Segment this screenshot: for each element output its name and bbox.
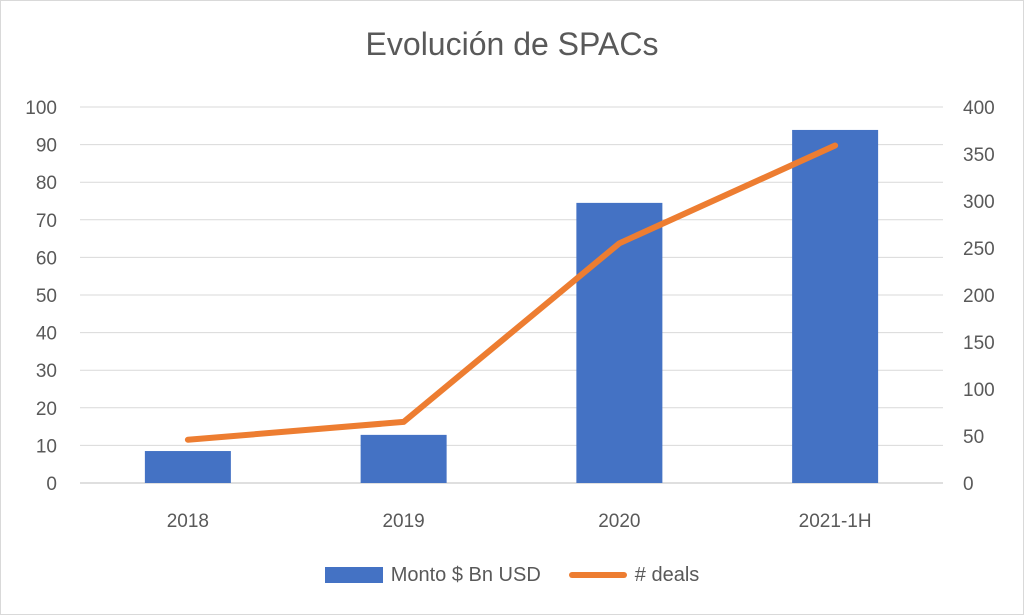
y-right-tick-label: 250	[963, 239, 995, 260]
bar	[792, 129, 879, 483]
y-right-tick-label: 300	[963, 192, 995, 213]
y-left-tick-label: 40	[36, 324, 57, 345]
legend-item-deals: # deals	[568, 563, 700, 587]
x-tick-label: 2018	[167, 511, 209, 532]
legend-swatch-line	[568, 572, 627, 578]
x-tick-label: 2019	[382, 511, 424, 532]
line-series-deals	[184, 142, 839, 443]
y-left-tick-label: 60	[36, 248, 57, 269]
y-right-tick-label: 400	[963, 98, 995, 119]
y-right-tick-label: 150	[963, 333, 995, 354]
y-left-tick-label: 70	[36, 211, 57, 232]
y-left-tick-label: 20	[36, 399, 57, 420]
y-left-tick-label: 50	[36, 286, 57, 307]
legend-item-monto: Monto $ Bn USD	[324, 563, 541, 587]
y-left-tick-label: 0	[46, 474, 57, 495]
y-right-tick-label: 100	[963, 380, 995, 401]
legend-label-monto: Monto $ Bn USD	[390, 563, 541, 586]
y-right-tick-label: 0	[963, 474, 974, 495]
y-right-tick-label: 350	[963, 145, 995, 166]
chart-title: Evolución de SPACs	[365, 26, 659, 62]
bar	[144, 451, 231, 483]
bar	[576, 202, 663, 483]
x-tick-label: 2020	[598, 511, 640, 532]
chart-legend: Monto $ Bn USD # deals	[0, 560, 1024, 590]
x-tick-label: 2021-1H	[799, 511, 872, 532]
legend-swatch-bar	[324, 567, 383, 583]
y-left-tick-label: 100	[25, 98, 57, 119]
y-left-tick-label: 10	[36, 436, 57, 457]
legend-label-deals: # deals	[634, 563, 700, 586]
y-right-tick-label: 50	[963, 427, 984, 448]
bar	[360, 434, 447, 483]
y-left-tick-label: 80	[36, 173, 57, 194]
y-left-tick-label: 90	[36, 136, 57, 157]
y-left-tick-label: 30	[36, 361, 57, 382]
y-right-tick-label: 200	[963, 286, 995, 307]
